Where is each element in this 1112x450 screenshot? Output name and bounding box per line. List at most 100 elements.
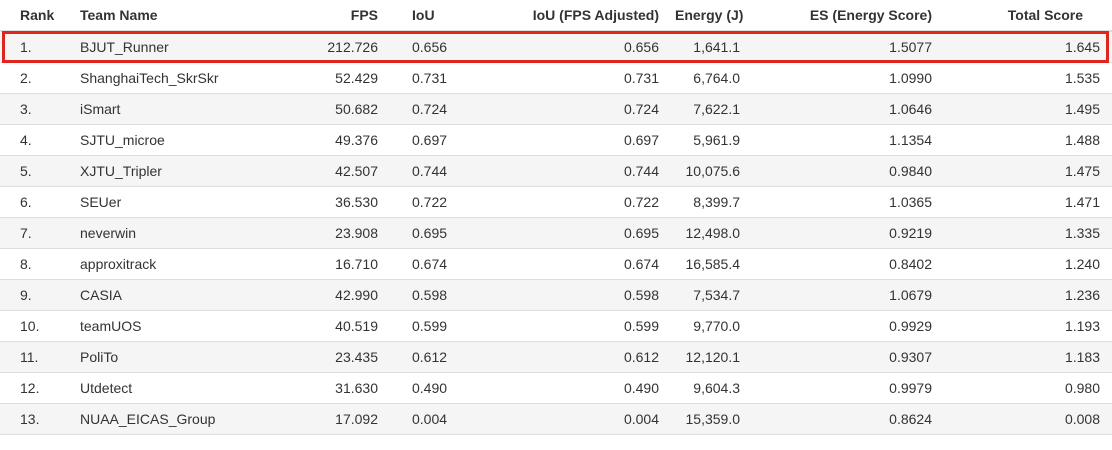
cell-iou-adj: 0.744	[520, 155, 667, 187]
cell-iou-adj: 0.674	[520, 248, 667, 280]
cell-energy: 1,641.1	[667, 30, 748, 63]
cell-fps: 23.435	[240, 341, 386, 373]
table-row: 6. SEUer 36.530 0.722 0.722 8,399.7 1.0365 1.47…	[0, 186, 1112, 218]
cell-iou-adj: 0.490	[520, 372, 667, 404]
cell-energy: 12,120.1	[667, 341, 748, 373]
cell-fps: 50.682	[240, 93, 386, 125]
cell-iou: 0.612	[386, 341, 520, 373]
table-row: 8. approxitrack 16.710 0.674 0.674 16,585.4 0.…	[0, 248, 1112, 280]
cell-iou-adj: 0.731	[520, 62, 667, 94]
cell-total: 1.236	[940, 279, 1112, 311]
cell-energy: 15,359.0	[667, 403, 748, 435]
cell-team: XJTU_Tripler	[60, 155, 240, 187]
cell-rank: 5.	[0, 155, 60, 187]
cell-fps: 40.519	[240, 310, 386, 342]
cell-fps: 16.710	[240, 248, 386, 280]
cell-total: 1.335	[940, 217, 1112, 249]
cell-energy: 16,585.4	[667, 248, 748, 280]
cell-rank: 6.	[0, 186, 60, 218]
cell-total: 1.535	[940, 62, 1112, 94]
table-row: 4. SJTU_microe 49.376 0.697 0.697 5,961.9 1.13…	[0, 124, 1112, 156]
table-row: 2. ShanghaiTech_SkrSkr 52.429 0.731 0.731 6,7…	[0, 62, 1112, 94]
column-header-total[interactable]: Total Score	[940, 0, 1112, 32]
cell-iou: 0.744	[386, 155, 520, 187]
cell-team: teamUOS	[60, 310, 240, 342]
cell-iou: 0.004	[386, 403, 520, 435]
cell-es: 0.9840	[748, 155, 940, 187]
cell-fps: 49.376	[240, 124, 386, 156]
cell-es: 0.8402	[748, 248, 940, 280]
column-header-iou-adj[interactable]: IoU (FPS Adjusted)	[520, 0, 667, 32]
cell-team: approxitrack	[60, 248, 240, 280]
cell-iou-adj: 0.612	[520, 341, 667, 373]
cell-total: 0.008	[940, 403, 1112, 435]
cell-team: SJTU_microe	[60, 124, 240, 156]
table-row: 3. iSmart 50.682 0.724 0.724 7,622.1 1.0646 1.4…	[0, 93, 1112, 125]
cell-fps: 42.507	[240, 155, 386, 187]
cell-es: 1.1354	[748, 124, 940, 156]
cell-rank: 2.	[0, 62, 60, 94]
cell-es: 1.0365	[748, 186, 940, 218]
table-row: 7. neverwin 23.908 0.695 0.695 12,498.0 0.9219…	[0, 217, 1112, 249]
cell-team: ShanghaiTech_SkrSkr	[60, 62, 240, 94]
cell-rank: 7.	[0, 217, 60, 249]
cell-iou-adj: 0.697	[520, 124, 667, 156]
cell-rank: 4.	[0, 124, 60, 156]
cell-iou: 0.731	[386, 62, 520, 94]
cell-es: 1.0679	[748, 279, 940, 311]
table-header: Rank Team Name FPS IoU IoU (FPS Adjusted) Ene…	[0, 0, 1112, 32]
cell-rank: 13.	[0, 403, 60, 435]
cell-es: 0.9929	[748, 310, 940, 342]
cell-energy: 6,764.0	[667, 62, 748, 94]
column-header-fps[interactable]: FPS	[240, 0, 386, 32]
table-row: 11. PoliTo 23.435 0.612 0.612 12,120.1 0.9307 1…	[0, 341, 1112, 373]
cell-iou-adj: 0.695	[520, 217, 667, 249]
cell-es: 1.0646	[748, 93, 940, 125]
cell-total: 1.183	[940, 341, 1112, 373]
cell-team: PoliTo	[60, 341, 240, 373]
column-header-team[interactable]: Team Name	[60, 0, 240, 32]
column-header-energy[interactable]: Energy (J)	[667, 0, 748, 32]
cell-iou: 0.724	[386, 93, 520, 125]
cell-energy: 10,075.6	[667, 155, 748, 187]
cell-fps: 52.429	[240, 62, 386, 94]
table-row: 5. XJTU_Tripler 42.507 0.744 0.744 10,075.6 0.…	[0, 155, 1112, 187]
cell-iou: 0.656	[386, 30, 520, 63]
cell-energy: 12,498.0	[667, 217, 748, 249]
table-row: 12. Utdetect 31.630 0.490 0.490 9,604.3 0.9979…	[0, 372, 1112, 404]
cell-fps: 36.530	[240, 186, 386, 218]
leaderboard-table: Rank Team Name FPS IoU IoU (FPS Adjusted) Ene…	[0, 0, 1112, 435]
cell-total: 1.240	[940, 248, 1112, 280]
cell-team: Utdetect	[60, 372, 240, 404]
cell-es: 0.9219	[748, 217, 940, 249]
cell-total: 1.193	[940, 310, 1112, 342]
cell-energy: 7,534.7	[667, 279, 748, 311]
cell-rank: 10.	[0, 310, 60, 342]
table-row: 13. NUAA_EICAS_Group 17.092 0.004 0.004 15,35…	[0, 403, 1112, 435]
cell-es: 0.9307	[748, 341, 940, 373]
cell-fps: 31.630	[240, 372, 386, 404]
cell-energy: 7,622.1	[667, 93, 748, 125]
cell-iou: 0.598	[386, 279, 520, 311]
cell-total: 1.495	[940, 93, 1112, 125]
cell-total: 0.980	[940, 372, 1112, 404]
cell-es: 1.5077	[748, 30, 940, 63]
column-header-rank[interactable]: Rank	[0, 0, 60, 32]
cell-iou-adj: 0.598	[520, 279, 667, 311]
cell-energy: 9,770.0	[667, 310, 748, 342]
cell-fps: 17.092	[240, 403, 386, 435]
cell-energy: 5,961.9	[667, 124, 748, 156]
cell-rank: 9.	[0, 279, 60, 311]
column-header-es[interactable]: ES (Energy Score)	[748, 0, 940, 32]
cell-team: neverwin	[60, 217, 240, 249]
cell-rank: 1.	[0, 30, 60, 63]
cell-iou: 0.490	[386, 372, 520, 404]
cell-rank: 8.	[0, 248, 60, 280]
cell-rank: 3.	[0, 93, 60, 125]
cell-iou: 0.695	[386, 217, 520, 249]
column-header-iou[interactable]: IoU	[386, 0, 520, 32]
cell-team: NUAA_EICAS_Group	[60, 403, 240, 435]
table-row: 9. CASIA 42.990 0.598 0.598 7,534.7 1.0679 1.23…	[0, 279, 1112, 311]
cell-iou: 0.722	[386, 186, 520, 218]
